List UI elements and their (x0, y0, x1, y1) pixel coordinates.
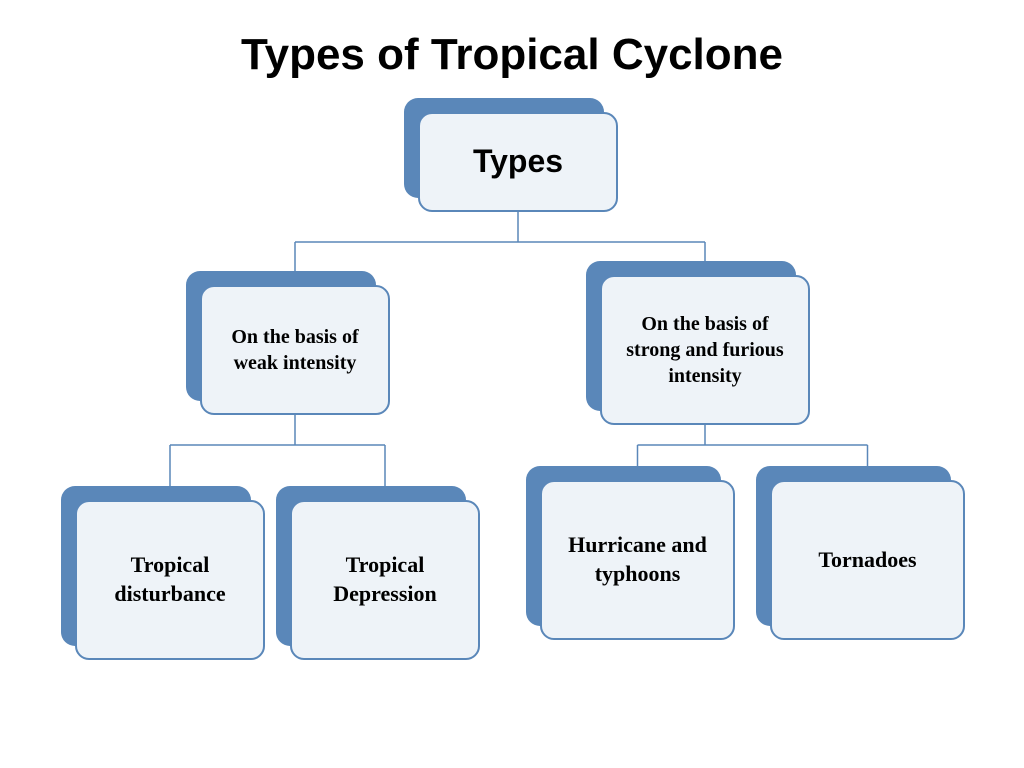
node-front: Tropical disturbance (75, 500, 265, 660)
node-front: Hurricane and typhoons (540, 480, 735, 640)
node-front: Types (418, 112, 618, 212)
node-tornadoes: Tornadoes (770, 480, 965, 640)
node-front: Tornadoes (770, 480, 965, 640)
diagram-title: Types of Tropical Cyclone (0, 30, 1024, 80)
node-front: On the basis of weak intensity (200, 285, 390, 415)
node-tropical-depression: Tropical Depression (290, 500, 480, 660)
node-root: Types (418, 112, 618, 212)
node-hurricane-typhoons: Hurricane and typhoons (540, 480, 735, 640)
node-front: Tropical Depression (290, 500, 480, 660)
node-weak-intensity: On the basis of weak intensity (200, 285, 390, 415)
node-front: On the basis of strong and furious inten… (600, 275, 810, 425)
node-strong-intensity: On the basis of strong and furious inten… (600, 275, 810, 425)
node-tropical-disturbance: Tropical disturbance (75, 500, 265, 660)
